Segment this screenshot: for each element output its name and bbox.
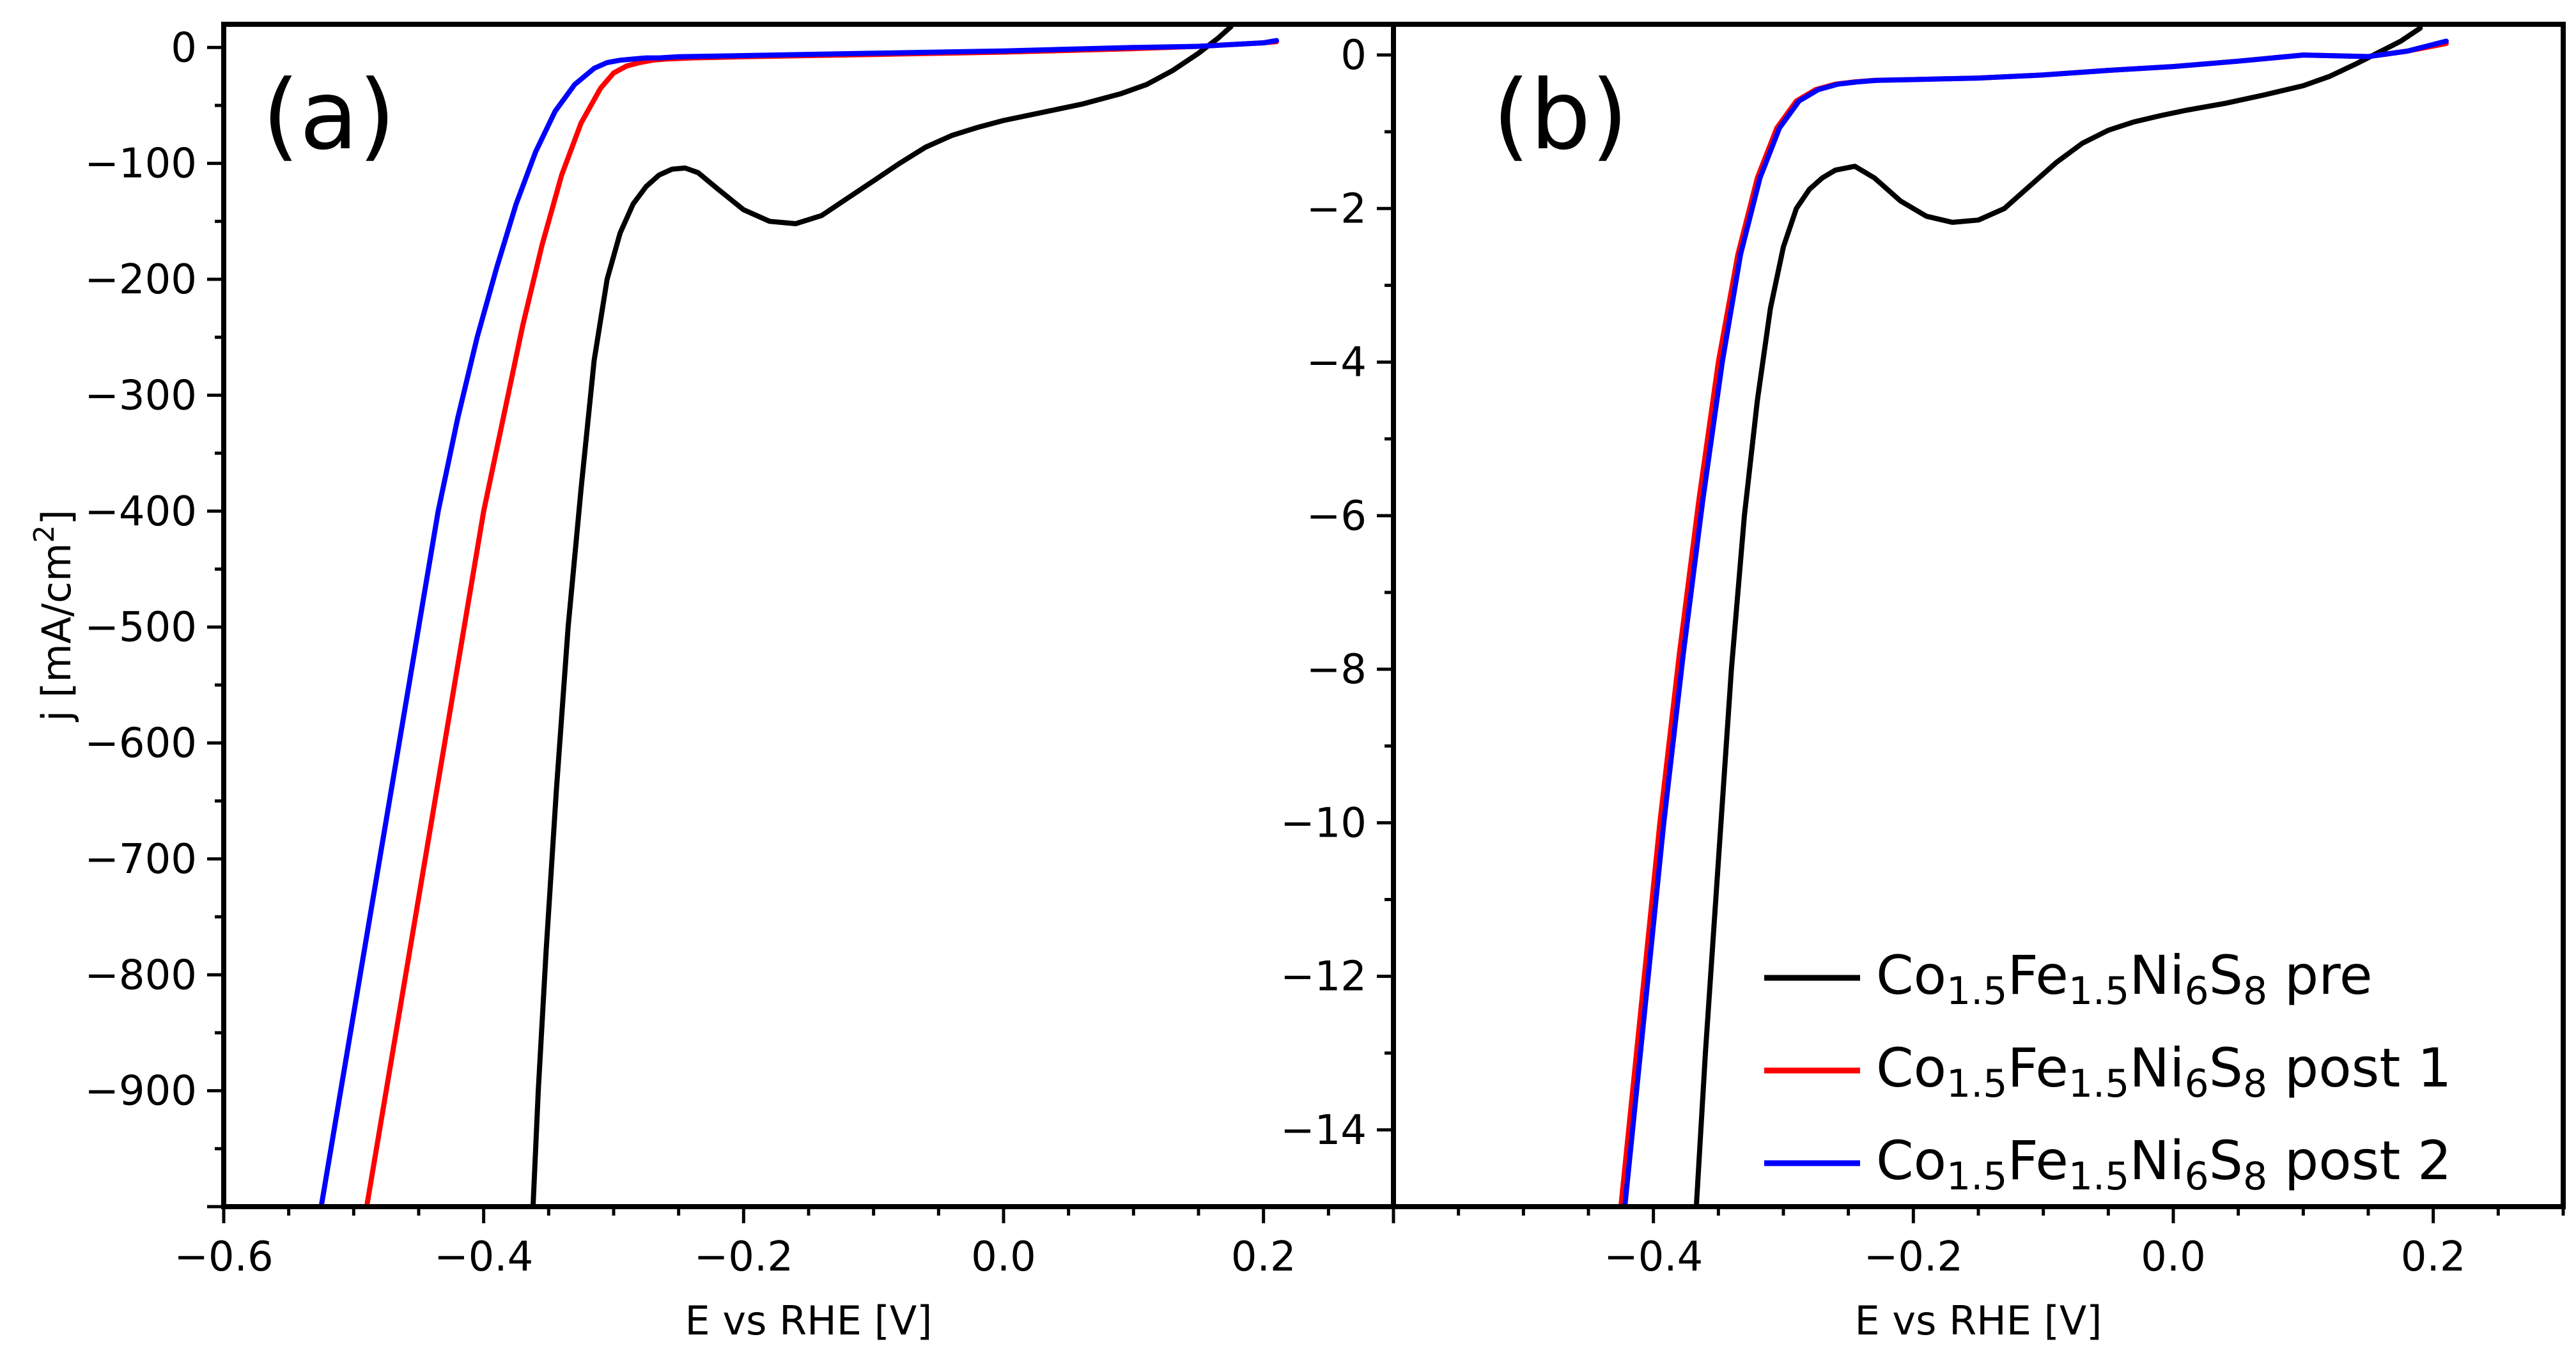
legend-label-part: 8: [2243, 969, 2267, 1014]
panel-a-y-tick-label: −400: [84, 488, 197, 536]
panel-a-y-tick-label: −200: [84, 256, 197, 304]
panel-b-y-tick-label: −12: [1280, 954, 1367, 1001]
panel-b-plot-frame: [1391, 22, 2566, 1209]
legend-label-part: 1.5: [1946, 969, 2007, 1014]
panel-b-series-line-1: [1693, 26, 2423, 1207]
legend-label-part: 1.5: [2068, 1154, 2129, 1199]
legend-label-part: post 2: [2267, 1129, 2451, 1192]
panel-a-series-line-3: [318, 38, 1279, 1207]
panel-b-y-tick-label: −4: [1307, 339, 1367, 387]
legend-label-part: Co: [1876, 944, 1946, 1007]
panel-a-x-tick-label: −0.2: [694, 1233, 793, 1281]
panel-a-y-tick-label: −700: [84, 836, 197, 883]
legend-label-part: Ni: [2129, 944, 2184, 1007]
legend-label-part: 8: [2243, 1062, 2267, 1106]
panel-b-x-tick-label: 0.2: [2401, 1233, 2466, 1281]
legend-label-part: 1.5: [2068, 1062, 2129, 1106]
legend-label-part: Fe: [2007, 1037, 2068, 1099]
legend-label-part: 1.5: [2068, 969, 2129, 1014]
panel-b-y-tick-label: −10: [1280, 800, 1367, 847]
legend-label-part: Ni: [2129, 1129, 2184, 1192]
panel-a-y-axis-title: j [mA/cm2]: [28, 509, 80, 723]
panel-a: −0.6 −0.4 −0.2 0.0 0.20−100−200−300−400−500−…: [28, 22, 1396, 1344]
legend-label-part: S: [2209, 1129, 2243, 1192]
legend-label-part: S: [2209, 1037, 2243, 1099]
panel-a-x-axis-title: E vs RHE [V]: [685, 1297, 933, 1344]
panel-b-x-tick-label: −0.2: [1864, 1233, 1963, 1281]
panel-a-panel-label: (a): [262, 60, 396, 171]
legend-label-part: Fe: [2007, 944, 2068, 1007]
panel-a-y-tick-label: −800: [84, 952, 197, 999]
panel-b-x-tick-label: 0.0: [2141, 1233, 2206, 1281]
panel-b-y-tick-label: −8: [1307, 646, 1367, 693]
panel-a-series-line-1: [530, 24, 1234, 1207]
panel-a-x-tick-label: 0.2: [1231, 1233, 1296, 1281]
panel-b-x-tick-label: −0.4: [1604, 1233, 1703, 1281]
y-axis-title-main: j [mA/cm: [33, 543, 80, 722]
panel-b-y-tick-label: −2: [1307, 185, 1367, 233]
legend-label: Co1.5Fe1.5Ni6S8 post 1: [1876, 1037, 2451, 1106]
legend-label-part: 6: [2184, 1062, 2208, 1106]
panel-b-series-line-3: [1622, 38, 2449, 1207]
panel-b-x-axis-title: E vs RHE [V]: [1855, 1297, 2102, 1344]
legend-label-part: post 1: [2267, 1037, 2451, 1099]
panel-b-y-tick-label: −14: [1280, 1107, 1367, 1154]
panel-a-y-tick-label: −600: [84, 720, 197, 768]
panel-a-y-tick-label: −100: [84, 141, 197, 188]
legend-label-part: Co: [1876, 1129, 1946, 1192]
panel-a-plot-frame: [221, 22, 1396, 1209]
legend-label-part: Ni: [2129, 1037, 2184, 1099]
panel-b: −0.4 −0.2 0.0 0.2 0 −2 −4 −6 −8 −10 −12 −14 E vs RHE…: [1280, 22, 2566, 1344]
legend-label-part: 1.5: [1946, 1062, 2007, 1106]
panel-b-panel-label: (b): [1493, 60, 1628, 171]
legend-label-part: Fe: [2007, 1129, 2068, 1192]
legend-label: Co1.5Fe1.5Ni6S8 pre: [1876, 944, 2373, 1014]
legend-label-part: Co: [1876, 1037, 1946, 1099]
panel-a-y-tick-label: 0: [171, 24, 197, 72]
legend-label-part: 1.5: [1946, 1154, 2007, 1199]
legend-label-part: 6: [2184, 1154, 2208, 1199]
panel-a-x-tick-label: −0.4: [434, 1233, 533, 1281]
y-axis-title-superscript: 2: [28, 525, 61, 543]
y-axis-title-close: ]: [33, 509, 80, 525]
panel-a-x-tick-label: −0.6: [174, 1233, 273, 1281]
legend-label-part: 6: [2184, 969, 2208, 1014]
panel-b-y-tick-label: −6: [1307, 493, 1367, 540]
panel-a-y-tick-label: −500: [84, 604, 197, 651]
panel-a-y-tick-label: −300: [84, 372, 197, 419]
panel-b-series-line-2: [1618, 41, 2449, 1207]
panel-a-x-tick-label: 0.0: [971, 1233, 1036, 1281]
legend-label-part: S: [2209, 944, 2243, 1007]
legend-label-part: pre: [2267, 944, 2372, 1007]
legend-label-part: 8: [2243, 1154, 2267, 1199]
panel-b-y-tick-label: 0: [1340, 32, 1367, 79]
legend-label: Co1.5Fe1.5Ni6S8 post 2: [1876, 1129, 2451, 1199]
panel-a-y-tick-label: −900: [84, 1068, 197, 1115]
